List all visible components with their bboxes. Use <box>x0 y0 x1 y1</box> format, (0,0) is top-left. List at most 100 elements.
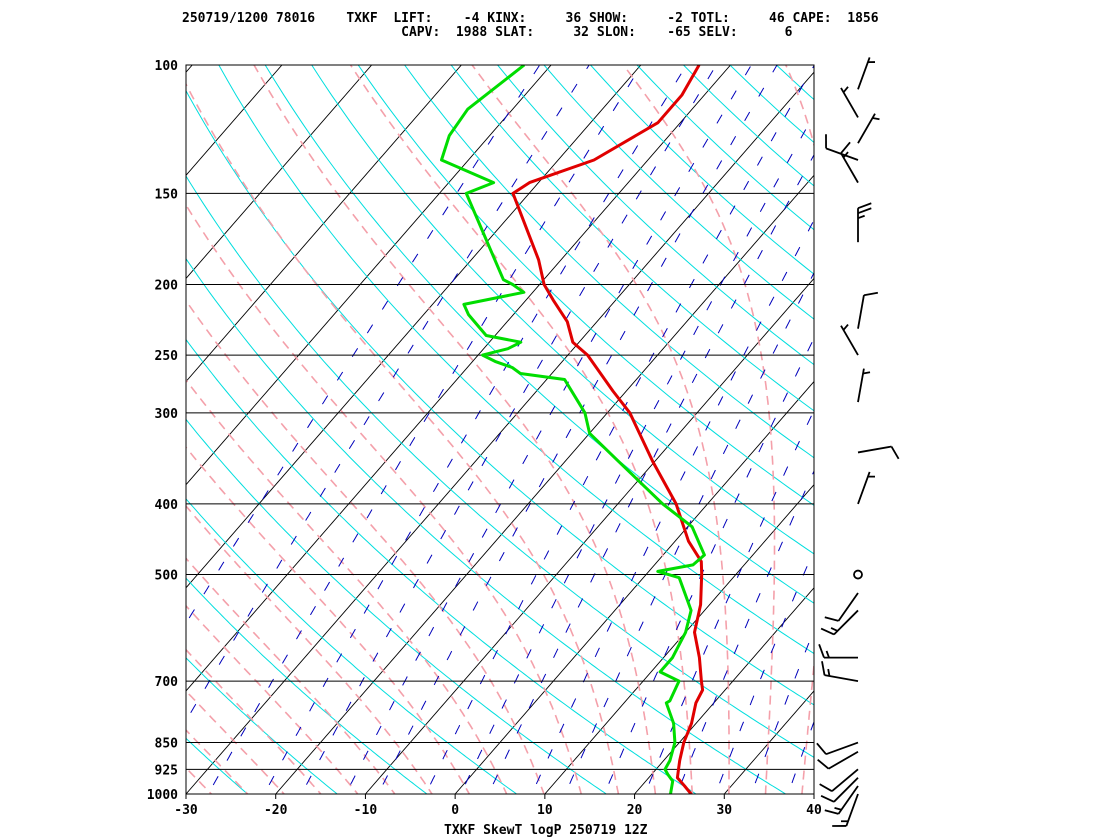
isotherm-line <box>0 65 103 794</box>
wind-barb-staff <box>857 57 871 90</box>
pressure-tick-label: 850 <box>155 737 179 752</box>
wind-barb-feather <box>862 371 871 375</box>
wind-barb <box>824 592 859 622</box>
mixing-ratio-line <box>377 65 778 794</box>
moist-adiabat-line <box>186 604 359 794</box>
wind-barb-staff <box>840 152 859 184</box>
wind-barb <box>820 777 859 803</box>
pressure-tick-label: 400 <box>155 498 179 513</box>
isotherm-line <box>0 65 13 794</box>
mixing-ratio-line <box>750 628 814 794</box>
wind-barb-staff <box>837 592 859 622</box>
plot-frame <box>185 64 815 795</box>
moist-adiabat-line <box>186 557 396 794</box>
wind-barb <box>857 445 900 460</box>
wind-barb-staff <box>828 750 859 770</box>
mixing-ratio-line <box>186 65 590 722</box>
wind-barb <box>824 785 859 815</box>
wind-barb-staff <box>857 368 865 403</box>
moist-adiabat-line <box>0 65 119 809</box>
mixing-ratio-line <box>487 153 814 794</box>
moist-adiabat-line <box>785 65 814 794</box>
wind-barb-feather <box>842 323 849 331</box>
dry-adiabat-line <box>186 577 428 794</box>
moist-adiabat-line <box>186 504 433 794</box>
wind-barb-staff <box>857 113 876 144</box>
mixing-ratio-lines <box>186 65 814 794</box>
moist-adiabat-line <box>0 65 155 809</box>
mixing-ratio-line <box>714 548 814 794</box>
header-line-2: CAPV: 1988 SLAT: 32 SLON: -65 SELV: 6 <box>182 25 793 40</box>
mixing-ratio-line <box>300 65 717 794</box>
wind-barb-feather <box>890 446 900 460</box>
temperature-tick-labels: -30 -20 -10 0 10 20 30 40 <box>174 794 822 818</box>
pressure-tick-label: 300 <box>155 407 179 422</box>
wind-barb-feather <box>820 795 835 803</box>
isotherm-line <box>186 65 462 383</box>
wind-barb <box>820 609 859 636</box>
isotherm-line <box>813 793 814 794</box>
isotherm-line <box>186 65 372 280</box>
dry-adiabat-line <box>186 657 338 794</box>
dry-adiabat-line <box>775 65 814 101</box>
isotherm-line <box>454 380 814 794</box>
isotherm-line <box>186 65 731 692</box>
wind-barb-staff <box>833 609 859 636</box>
isotherm-line <box>723 690 814 794</box>
wind-barb-staff <box>840 325 859 356</box>
wind-barb-feather <box>825 650 830 658</box>
moist-adiabat-line <box>186 203 583 794</box>
wind-barb-feather <box>824 809 839 815</box>
profile-series <box>440 65 706 794</box>
wind-barb-column <box>816 57 900 827</box>
dry-adiabat-line <box>496 65 814 366</box>
wind-barb <box>832 793 859 827</box>
moist-adiabat-line <box>186 299 545 794</box>
dry-adiabat-line <box>264 65 814 604</box>
dry-adiabat-line <box>403 65 814 459</box>
moist-adiabat-line <box>0 65 83 809</box>
moist-adiabat-line <box>471 65 730 794</box>
isotherm-line <box>275 174 814 794</box>
wind-barb-feather <box>827 668 831 677</box>
wind-barb-feather <box>817 758 830 770</box>
dry-adiabat-lines <box>186 49 1120 810</box>
wind-barb-feather <box>842 86 849 93</box>
wind-barb-feather <box>820 627 835 636</box>
wind-barb-feather <box>818 644 825 658</box>
mixing-ratio-line <box>186 65 541 625</box>
wind-barb-staff <box>857 471 871 505</box>
isotherm-line <box>634 587 814 794</box>
mixing-ratio-line <box>425 65 814 794</box>
mixing-ratio-line <box>644 409 814 794</box>
pressure-tick-label: 100 <box>155 59 179 74</box>
wind-barb <box>857 368 871 403</box>
moist-adiabat-line <box>186 378 508 794</box>
moist-adiabat-line <box>622 65 776 794</box>
dry-adiabat-line <box>589 65 814 275</box>
moist-adiabat-line <box>186 728 249 794</box>
moist-adiabat-lines <box>0 65 916 809</box>
mixing-ratio-line <box>787 720 814 794</box>
wind-barb <box>816 741 859 756</box>
wind-barb-staff <box>857 295 865 329</box>
isotherm-line <box>186 65 283 176</box>
dry-adiabat-line <box>1034 49 1120 810</box>
isotherm-line <box>186 65 552 486</box>
moist-adiabat-line <box>836 65 916 809</box>
mixing-ratio-line <box>263 65 688 794</box>
wind-barb-feather <box>834 807 842 811</box>
dry-adiabat-line <box>186 257 787 794</box>
temperature-tick-label: -30 <box>174 803 198 818</box>
pressure-tick-label: 200 <box>155 278 179 293</box>
wind-barb-staff <box>845 793 859 827</box>
wind-barb <box>853 569 863 580</box>
dry-adiabat-line <box>897 49 1120 810</box>
dry-adiabat-line <box>186 498 518 794</box>
moist-adiabat-line <box>186 689 286 794</box>
dry-adiabat-line <box>186 737 249 794</box>
moist-adiabat-line <box>186 82 620 794</box>
background-lines <box>0 49 1120 810</box>
wind-barb <box>857 113 880 144</box>
wind-barb-calm <box>853 569 863 580</box>
